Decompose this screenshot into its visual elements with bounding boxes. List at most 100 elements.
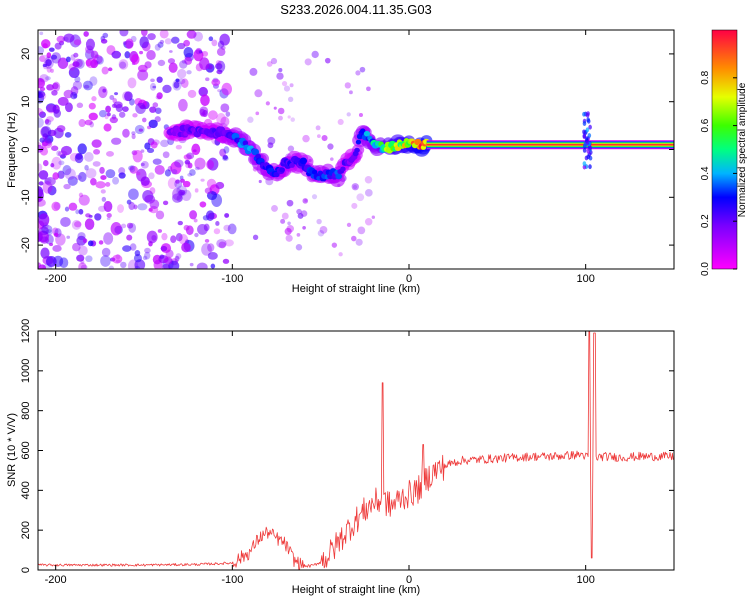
spectrogram-noise-blob <box>227 223 237 235</box>
spectrogram-noise-blob <box>51 201 61 212</box>
spectrogram-noise-blob <box>170 235 177 244</box>
spectrogram-noise-blob <box>38 93 45 104</box>
spectrogram-noise-blob <box>144 247 151 254</box>
spectrogram-noise-blob <box>52 82 59 90</box>
spectrogram-noise-blob <box>144 61 152 69</box>
spectrogram-noise-blob <box>140 176 150 186</box>
spectrogram-noise-blob <box>38 144 44 153</box>
spectrogram-noise-blob <box>75 209 80 215</box>
spectrogram-noise-blob <box>346 112 351 117</box>
spectrogram-noise-blob <box>105 169 116 179</box>
spectrogram-noise-blob <box>133 253 142 263</box>
spectrogram-noise-blob <box>140 149 145 153</box>
spectrogram-noise-blob <box>255 111 260 116</box>
spectrogram-ridge-core <box>354 147 360 153</box>
spectrogram-y-label: Frequency (Hz) <box>6 112 18 188</box>
spectrogram-noise-blob <box>295 244 303 251</box>
chart-title: S233.2026.004.11.35.G03 <box>280 2 432 17</box>
spectrogram-noise-blob <box>189 210 198 220</box>
spectrogram-noise-blob <box>106 213 112 218</box>
spectrogram-noise-blob <box>184 56 193 65</box>
spectrogram-noise-blob <box>205 77 210 82</box>
spectrogram-noise-blob <box>148 119 158 129</box>
spectrogram-noise-blob <box>74 221 82 228</box>
spectrogram-noise-blob <box>39 55 46 63</box>
spectrogram-noise-blob <box>162 151 170 159</box>
spectrogram-noise-blob <box>108 265 115 269</box>
spectrogram-noise-blob <box>277 107 285 115</box>
spectrogram-disturbance <box>582 161 587 167</box>
spectrogram-noise-blob <box>358 112 363 117</box>
spectrogram-noise-blob <box>66 56 71 63</box>
spectrogram-noise-blob <box>39 92 47 100</box>
spectrogram-noise-blob <box>38 198 46 207</box>
spectrogram-noise-blob <box>94 213 102 221</box>
spectrogram-noise-blob <box>90 50 99 59</box>
spectrogram-noise-blob <box>300 210 308 217</box>
spectrogram-noise-blob <box>134 265 140 269</box>
spectrogram-noise-blob <box>53 232 59 237</box>
spectrogram-noise-blob <box>63 33 75 43</box>
colorbar-tick-label: 0.6 <box>700 118 711 132</box>
spectrogram-noise-blob <box>148 172 155 180</box>
spectrogram-noise-blob <box>54 42 62 50</box>
spectrogram-noise-blob <box>91 139 102 148</box>
spectrogram-noise-blob <box>267 136 276 145</box>
spectrogram-noise-blob <box>49 242 54 247</box>
spectrogram-noise-blob <box>159 254 165 259</box>
spectrogram-noise-blob <box>118 172 126 179</box>
spectrogram-ridge-core <box>359 128 366 134</box>
spectrogram-noise-blob <box>186 30 197 39</box>
spectrogram-noise-blob <box>211 39 218 47</box>
spectrogram-noise-blob <box>199 106 209 116</box>
spectrogram-noise-blob <box>55 233 66 246</box>
spectrogram-noise-blob <box>44 56 54 69</box>
spectrogram-noise-blob <box>189 169 196 176</box>
spectrogram-noise-blob <box>113 101 123 109</box>
spectrogram-noise-blob <box>74 153 84 164</box>
spectrogram-noise-blob <box>267 142 274 149</box>
spectrogram-noise-blob <box>156 76 163 83</box>
spectrogram-noise-blob <box>103 201 113 213</box>
spectrogram-noise-blob <box>180 191 184 196</box>
spectrogram-noise-blob <box>57 96 69 106</box>
spectrogram-noise-blob <box>185 225 194 236</box>
spectrogram-noise-blob <box>222 258 230 264</box>
spectrogram-noise-blob <box>175 233 183 242</box>
spectrogram-noise-blob <box>205 210 215 221</box>
spectrogram-noise-blob <box>171 36 180 44</box>
spectrogram-ridge-core <box>414 138 422 146</box>
spectrogram-noise-blob <box>157 59 166 67</box>
spectrogram-noise-blob <box>211 78 221 86</box>
spectrogram-noise-blob <box>271 204 278 212</box>
spectrogram-noise-blob <box>62 164 72 176</box>
snr-x-tick-label: 100 <box>576 574 594 586</box>
spectrogram-noise-blob <box>162 84 172 94</box>
spectrogram-noise-blob <box>159 30 169 39</box>
spectrogram-noise-blob <box>38 181 44 186</box>
spectrogram-noise-blob <box>201 243 212 256</box>
spectrogram-noise-blob <box>302 134 310 143</box>
spectrogram-noise-blob <box>296 208 302 215</box>
spectrogram-noise-blob <box>196 262 208 269</box>
spectrogram-noise-blob <box>46 116 54 122</box>
spectrogram-noise-blob <box>178 189 186 196</box>
snr-y-tick-label: 200 <box>20 521 32 539</box>
spectrogram-noise-blob <box>183 46 194 58</box>
spectrogram-noise-blob <box>208 110 218 120</box>
spectrogram-noise-blob <box>41 224 53 234</box>
spectrogram-noise-blob <box>38 170 49 180</box>
spectrogram-noise-blob <box>139 104 146 110</box>
snr-series-line <box>38 331 674 570</box>
spectrogram-noise-blob <box>83 31 89 37</box>
spectrogram-noise-blob <box>89 121 95 128</box>
spectrogram-noise-blob <box>215 221 220 226</box>
spectrogram-noise-blob <box>276 72 284 80</box>
spectrogram-y-axis: -20 -10 0 10 20 <box>20 48 674 253</box>
spectrogram-noise-blob <box>122 245 132 252</box>
spectrogram-noise-blob <box>175 78 180 83</box>
spectrogram-noise-blob <box>78 194 90 206</box>
spectrogram-noise-blob <box>177 68 187 79</box>
spectrogram-noise-blob <box>193 31 204 42</box>
